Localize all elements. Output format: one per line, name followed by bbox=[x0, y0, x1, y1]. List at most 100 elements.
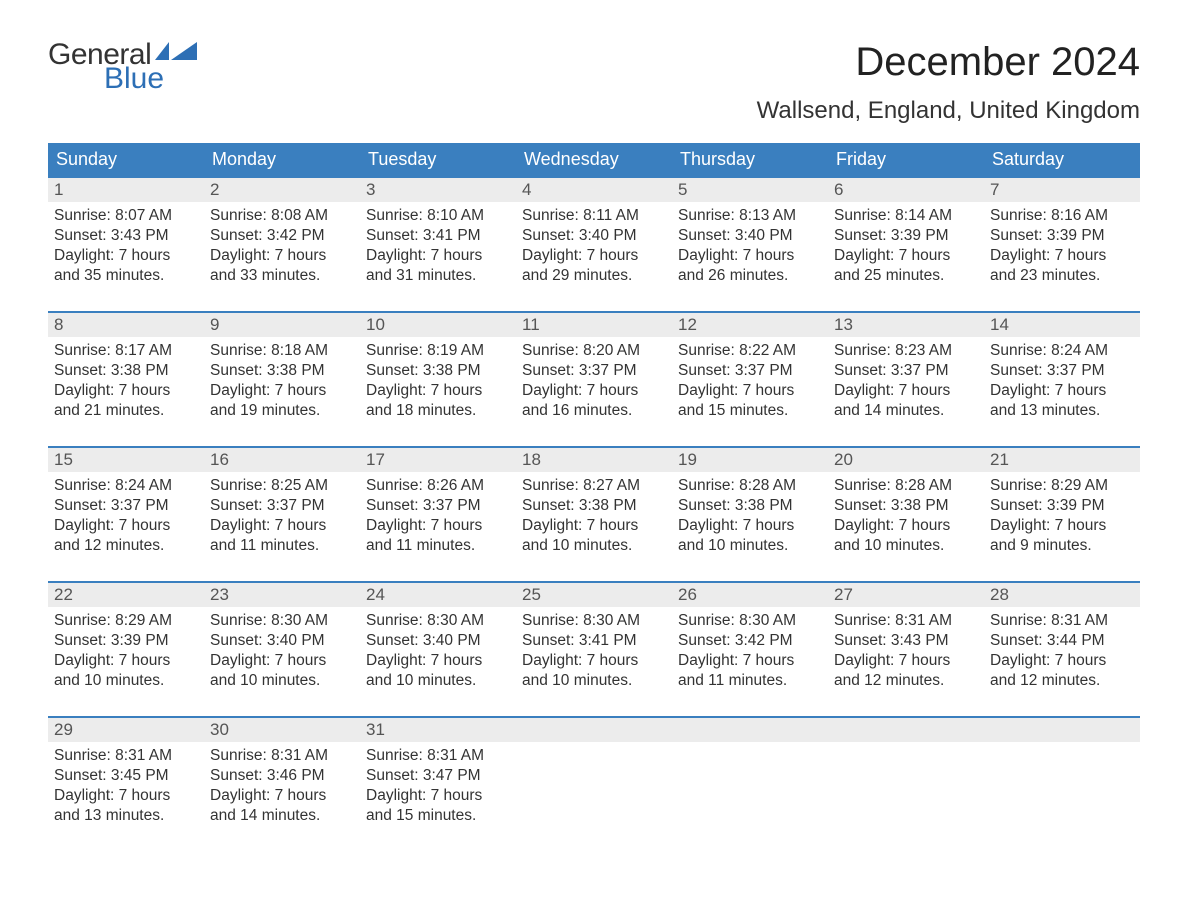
day-details: Sunrise: 8:29 AMSunset: 3:39 PMDaylight:… bbox=[984, 472, 1140, 563]
calendar-day bbox=[828, 718, 984, 833]
sunset-text: Sunset: 3:42 PM bbox=[210, 226, 354, 246]
sunrise-text: Sunrise: 8:08 AM bbox=[210, 206, 354, 226]
sunrise-text: Sunrise: 8:07 AM bbox=[54, 206, 198, 226]
day-number: 6 bbox=[828, 178, 984, 202]
daylight-line2: and 31 minutes. bbox=[366, 266, 510, 286]
calendar-day: 24Sunrise: 8:30 AMSunset: 3:40 PMDayligh… bbox=[360, 583, 516, 698]
sunrise-text: Sunrise: 8:24 AM bbox=[990, 341, 1134, 361]
day-details: Sunrise: 8:10 AMSunset: 3:41 PMDaylight:… bbox=[360, 202, 516, 293]
day-number: 8 bbox=[48, 313, 204, 337]
day-number: 10 bbox=[360, 313, 516, 337]
calendar-week: 1Sunrise: 8:07 AMSunset: 3:43 PMDaylight… bbox=[48, 176, 1140, 293]
calendar-week: 8Sunrise: 8:17 AMSunset: 3:38 PMDaylight… bbox=[48, 311, 1140, 428]
daylight-line1: Daylight: 7 hours bbox=[834, 516, 978, 536]
calendar-day: 27Sunrise: 8:31 AMSunset: 3:43 PMDayligh… bbox=[828, 583, 984, 698]
calendar-day: 28Sunrise: 8:31 AMSunset: 3:44 PMDayligh… bbox=[984, 583, 1140, 698]
day-number bbox=[516, 718, 672, 742]
day-details: Sunrise: 8:17 AMSunset: 3:38 PMDaylight:… bbox=[48, 337, 204, 428]
calendar-day: 5Sunrise: 8:13 AMSunset: 3:40 PMDaylight… bbox=[672, 178, 828, 293]
calendar-day: 25Sunrise: 8:30 AMSunset: 3:41 PMDayligh… bbox=[516, 583, 672, 698]
dow-friday: Friday bbox=[828, 143, 984, 176]
daylight-line1: Daylight: 7 hours bbox=[54, 381, 198, 401]
location: Wallsend, England, United Kingdom bbox=[757, 97, 1140, 125]
daylight-line2: and 10 minutes. bbox=[522, 671, 666, 691]
sunset-text: Sunset: 3:39 PM bbox=[990, 496, 1134, 516]
dow-tuesday: Tuesday bbox=[360, 143, 516, 176]
day-details: Sunrise: 8:25 AMSunset: 3:37 PMDaylight:… bbox=[204, 472, 360, 563]
day-details: Sunrise: 8:26 AMSunset: 3:37 PMDaylight:… bbox=[360, 472, 516, 563]
sunrise-text: Sunrise: 8:31 AM bbox=[210, 746, 354, 766]
sunrise-text: Sunrise: 8:26 AM bbox=[366, 476, 510, 496]
calendar-day: 13Sunrise: 8:23 AMSunset: 3:37 PMDayligh… bbox=[828, 313, 984, 428]
calendar-day: 4Sunrise: 8:11 AMSunset: 3:40 PMDaylight… bbox=[516, 178, 672, 293]
day-details: Sunrise: 8:28 AMSunset: 3:38 PMDaylight:… bbox=[672, 472, 828, 563]
calendar-day: 21Sunrise: 8:29 AMSunset: 3:39 PMDayligh… bbox=[984, 448, 1140, 563]
sunset-text: Sunset: 3:40 PM bbox=[366, 631, 510, 651]
calendar-day: 8Sunrise: 8:17 AMSunset: 3:38 PMDaylight… bbox=[48, 313, 204, 428]
day-details: Sunrise: 8:28 AMSunset: 3:38 PMDaylight:… bbox=[828, 472, 984, 563]
month-title: December 2024 bbox=[757, 40, 1140, 85]
calendar-day bbox=[984, 718, 1140, 833]
daylight-line2: and 9 minutes. bbox=[990, 536, 1134, 556]
day-number: 2 bbox=[204, 178, 360, 202]
dow-monday: Monday bbox=[204, 143, 360, 176]
daylight-line2: and 10 minutes. bbox=[54, 671, 198, 691]
daylight-line1: Daylight: 7 hours bbox=[990, 516, 1134, 536]
daylight-line2: and 23 minutes. bbox=[990, 266, 1134, 286]
calendar-day bbox=[516, 718, 672, 833]
day-details: Sunrise: 8:20 AMSunset: 3:37 PMDaylight:… bbox=[516, 337, 672, 428]
logo-text-blue: Blue bbox=[104, 64, 197, 94]
header: General Blue December 2024 Wallsend, Eng… bbox=[48, 40, 1140, 125]
calendar-week: 15Sunrise: 8:24 AMSunset: 3:37 PMDayligh… bbox=[48, 446, 1140, 563]
daylight-line1: Daylight: 7 hours bbox=[366, 651, 510, 671]
day-details: Sunrise: 8:31 AMSunset: 3:43 PMDaylight:… bbox=[828, 607, 984, 698]
daylight-line2: and 10 minutes. bbox=[366, 671, 510, 691]
sunrise-text: Sunrise: 8:10 AM bbox=[366, 206, 510, 226]
daylight-line1: Daylight: 7 hours bbox=[366, 786, 510, 806]
sunset-text: Sunset: 3:39 PM bbox=[990, 226, 1134, 246]
sunset-text: Sunset: 3:39 PM bbox=[834, 226, 978, 246]
sunset-text: Sunset: 3:44 PM bbox=[990, 631, 1134, 651]
day-number: 15 bbox=[48, 448, 204, 472]
calendar: Sunday Monday Tuesday Wednesday Thursday… bbox=[48, 143, 1140, 833]
daylight-line1: Daylight: 7 hours bbox=[366, 381, 510, 401]
daylight-line2: and 12 minutes. bbox=[834, 671, 978, 691]
day-number: 19 bbox=[672, 448, 828, 472]
calendar-day: 30Sunrise: 8:31 AMSunset: 3:46 PMDayligh… bbox=[204, 718, 360, 833]
day-number: 20 bbox=[828, 448, 984, 472]
daylight-line1: Daylight: 7 hours bbox=[990, 246, 1134, 266]
daylight-line1: Daylight: 7 hours bbox=[522, 381, 666, 401]
day-details: Sunrise: 8:29 AMSunset: 3:39 PMDaylight:… bbox=[48, 607, 204, 698]
daylight-line1: Daylight: 7 hours bbox=[210, 786, 354, 806]
sunrise-text: Sunrise: 8:31 AM bbox=[990, 611, 1134, 631]
daylight-line2: and 12 minutes. bbox=[990, 671, 1134, 691]
daylight-line2: and 12 minutes. bbox=[54, 536, 198, 556]
sunrise-text: Sunrise: 8:24 AM bbox=[54, 476, 198, 496]
day-details: Sunrise: 8:07 AMSunset: 3:43 PMDaylight:… bbox=[48, 202, 204, 293]
sunset-text: Sunset: 3:37 PM bbox=[834, 361, 978, 381]
daylight-line1: Daylight: 7 hours bbox=[366, 516, 510, 536]
calendar-day: 7Sunrise: 8:16 AMSunset: 3:39 PMDaylight… bbox=[984, 178, 1140, 293]
daylight-line2: and 15 minutes. bbox=[366, 806, 510, 826]
daylight-line2: and 35 minutes. bbox=[54, 266, 198, 286]
day-number: 4 bbox=[516, 178, 672, 202]
day-details: Sunrise: 8:27 AMSunset: 3:38 PMDaylight:… bbox=[516, 472, 672, 563]
sunrise-text: Sunrise: 8:18 AM bbox=[210, 341, 354, 361]
sunset-text: Sunset: 3:38 PM bbox=[522, 496, 666, 516]
logo: General Blue bbox=[48, 40, 197, 94]
day-number: 11 bbox=[516, 313, 672, 337]
calendar-day: 26Sunrise: 8:30 AMSunset: 3:42 PMDayligh… bbox=[672, 583, 828, 698]
sunrise-text: Sunrise: 8:25 AM bbox=[210, 476, 354, 496]
daylight-line2: and 18 minutes. bbox=[366, 401, 510, 421]
calendar-day: 20Sunrise: 8:28 AMSunset: 3:38 PMDayligh… bbox=[828, 448, 984, 563]
calendar-day: 10Sunrise: 8:19 AMSunset: 3:38 PMDayligh… bbox=[360, 313, 516, 428]
sunset-text: Sunset: 3:37 PM bbox=[990, 361, 1134, 381]
day-number: 31 bbox=[360, 718, 516, 742]
day-details: Sunrise: 8:18 AMSunset: 3:38 PMDaylight:… bbox=[204, 337, 360, 428]
calendar-day: 18Sunrise: 8:27 AMSunset: 3:38 PMDayligh… bbox=[516, 448, 672, 563]
sunrise-text: Sunrise: 8:14 AM bbox=[834, 206, 978, 226]
daylight-line2: and 26 minutes. bbox=[678, 266, 822, 286]
dow-saturday: Saturday bbox=[984, 143, 1140, 176]
sunrise-text: Sunrise: 8:11 AM bbox=[522, 206, 666, 226]
calendar-day: 6Sunrise: 8:14 AMSunset: 3:39 PMDaylight… bbox=[828, 178, 984, 293]
